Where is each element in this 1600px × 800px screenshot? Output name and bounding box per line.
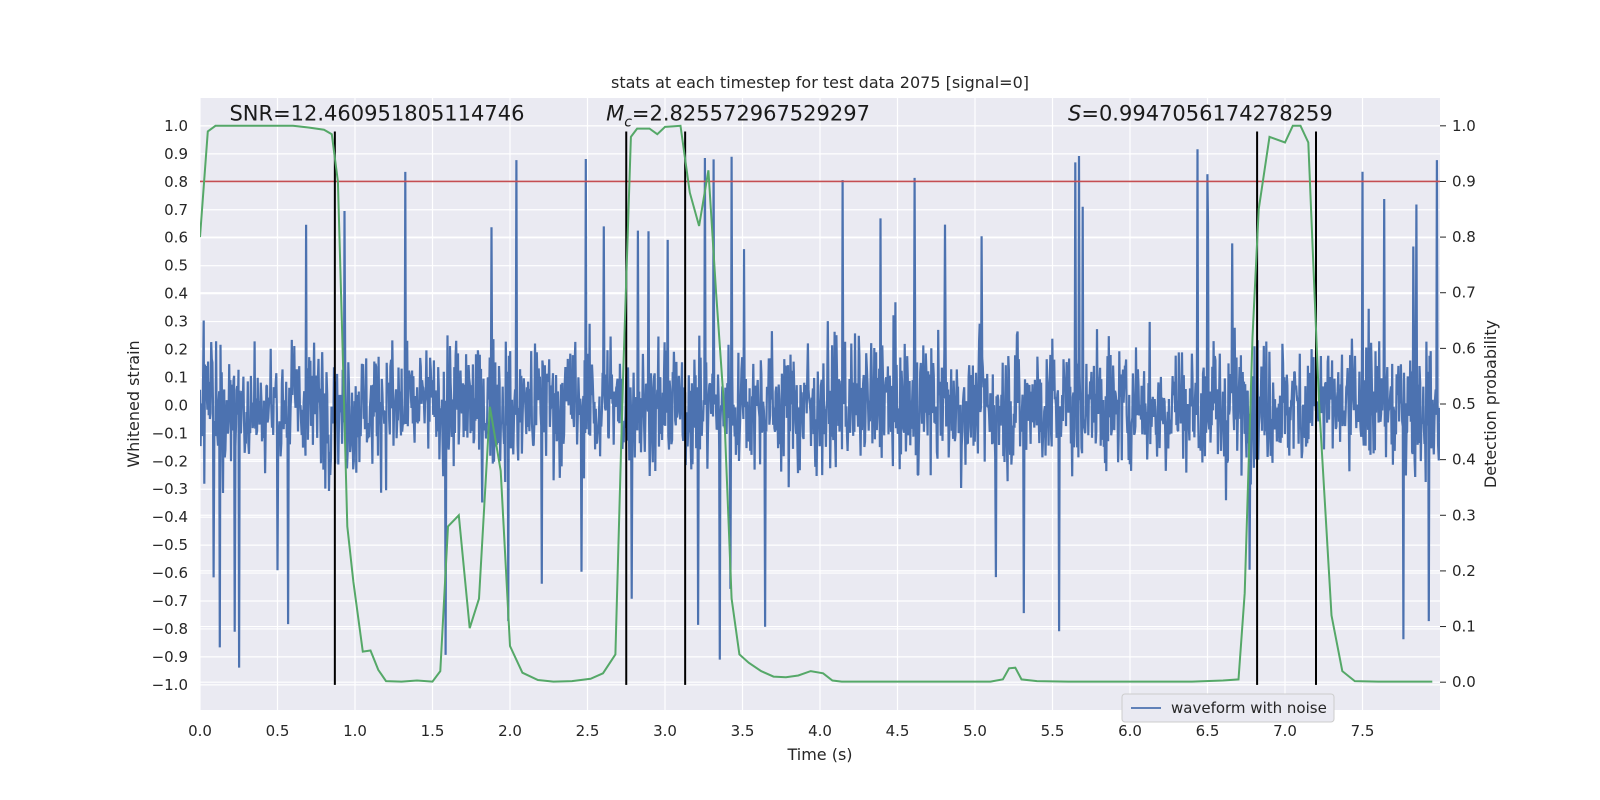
x-tick-label: 6.5 bbox=[1196, 722, 1220, 740]
x-tick-label: 5.0 bbox=[963, 722, 987, 740]
y-tick-label: 0.6 bbox=[164, 229, 188, 247]
y2-tick-label: 0.8 bbox=[1452, 228, 1476, 246]
legend-label: waveform with noise bbox=[1171, 699, 1327, 717]
y-tick-label: −0.4 bbox=[152, 508, 188, 526]
legend: waveform with noise bbox=[1121, 693, 1335, 723]
y2-axis-label: Detection probability bbox=[1481, 320, 1500, 488]
x-tick-label: 7.0 bbox=[1273, 722, 1297, 740]
y-tick-label: −1.0 bbox=[152, 676, 188, 694]
chirp-mass-annotation-value: =2.825572967529297 bbox=[632, 101, 870, 125]
y-axis-ticks: 1.0 0.9 0.8 0.7 0.6 0.5 0.4 0.3 0.2 0.1 0.0 −0.1 −0.… bbox=[152, 117, 188, 694]
x-tick-label: 7.5 bbox=[1351, 722, 1375, 740]
annotations: SNR=12.460951805114746 Mc=2.8255729675292… bbox=[229, 101, 1332, 130]
x-tick-label: 5.5 bbox=[1041, 722, 1065, 740]
detection-probability-line bbox=[200, 124, 1433, 683]
spin-annotation-value: =0.9947056174278259 bbox=[1081, 101, 1332, 125]
y-tick-label: −0.1 bbox=[152, 424, 188, 442]
chirp-mass-annotation-subscript: c bbox=[624, 114, 632, 130]
x-axis-ticks: 0.0 0.5 1.0 1.5 2.0 2.5 3.0 3.5 4.0 4.5 5.0 5.5 6.0 6… bbox=[188, 722, 1374, 740]
x-tick-label: 4.5 bbox=[886, 722, 910, 740]
y2-tick-label: 0.5 bbox=[1452, 395, 1476, 413]
y-tick-label: −0.9 bbox=[152, 648, 188, 666]
y2-axis-ticks: 1.0 0.9 0.8 0.7 0.6 0.5 0.4 0.3 0.2 0.1 0.0 bbox=[1440, 117, 1476, 691]
y-tick-label: 0.3 bbox=[164, 313, 188, 331]
y-tick-label: −0.8 bbox=[152, 620, 188, 638]
y-tick-label: 0.4 bbox=[164, 285, 188, 303]
y-tick-label: −0.5 bbox=[152, 536, 188, 554]
overlay-lines bbox=[200, 124, 1440, 685]
y-tick-label: 0.7 bbox=[164, 201, 188, 219]
y-tick-label: 1.0 bbox=[164, 117, 188, 135]
y-tick-label: 0.8 bbox=[164, 173, 188, 191]
chirp-mass-annotation-symbol: M bbox=[606, 101, 624, 125]
y2-tick-label: 0.0 bbox=[1452, 673, 1476, 691]
y2-tick-label: 0.4 bbox=[1452, 451, 1476, 469]
x-tick-label: 1.5 bbox=[421, 722, 445, 740]
x-tick-label: 4.0 bbox=[808, 722, 832, 740]
y-tick-label: 0.1 bbox=[164, 368, 188, 386]
x-axis-label: Time (s) bbox=[786, 745, 852, 764]
y-tick-label: −0.2 bbox=[152, 452, 188, 470]
snr-annotation: SNR=12.460951805114746 bbox=[229, 101, 524, 125]
y-tick-label: 0.5 bbox=[164, 257, 188, 275]
x-tick-label: 6.0 bbox=[1118, 722, 1142, 740]
y2-tick-label: 0.1 bbox=[1452, 618, 1476, 636]
x-tick-label: 3.5 bbox=[731, 722, 755, 740]
spin-annotation-symbol: S bbox=[1068, 101, 1081, 125]
y-tick-label: 0.2 bbox=[164, 341, 188, 359]
y2-tick-label: 0.7 bbox=[1452, 284, 1476, 302]
y2-tick-label: 0.2 bbox=[1452, 562, 1476, 580]
x-tick-label: 2.5 bbox=[576, 722, 600, 740]
x-tick-label: 0.5 bbox=[266, 722, 290, 740]
y-tick-label: −0.6 bbox=[152, 564, 188, 582]
x-tick-label: 3.0 bbox=[653, 722, 677, 740]
y-tick-label: 0.9 bbox=[164, 145, 188, 163]
waveform-with-noise-line bbox=[200, 149, 1440, 668]
x-tick-label: 2.0 bbox=[498, 722, 522, 740]
legend-box bbox=[1121, 693, 1335, 723]
y-tick-label: 0.0 bbox=[164, 396, 188, 414]
spin-annotation: S=0.9947056174278259 bbox=[1068, 101, 1333, 125]
waveform-series bbox=[200, 149, 1440, 668]
chart-title: stats at each timestep for test data 207… bbox=[611, 73, 1029, 92]
y2-tick-label: 0.6 bbox=[1452, 339, 1476, 357]
y2-tick-label: 1.0 bbox=[1452, 117, 1476, 135]
x-tick-label: 1.0 bbox=[343, 722, 367, 740]
chirp-mass-annotation: Mc=2.825572967529297 bbox=[606, 101, 870, 130]
y-axis-label: Whitened strain bbox=[124, 340, 143, 467]
x-tick-label: 0.0 bbox=[188, 722, 212, 740]
y-tick-label: −0.3 bbox=[152, 480, 188, 498]
y2-tick-label: 0.9 bbox=[1452, 172, 1476, 190]
y2-tick-label: 0.3 bbox=[1452, 506, 1476, 524]
y-tick-label: −0.7 bbox=[152, 592, 188, 610]
